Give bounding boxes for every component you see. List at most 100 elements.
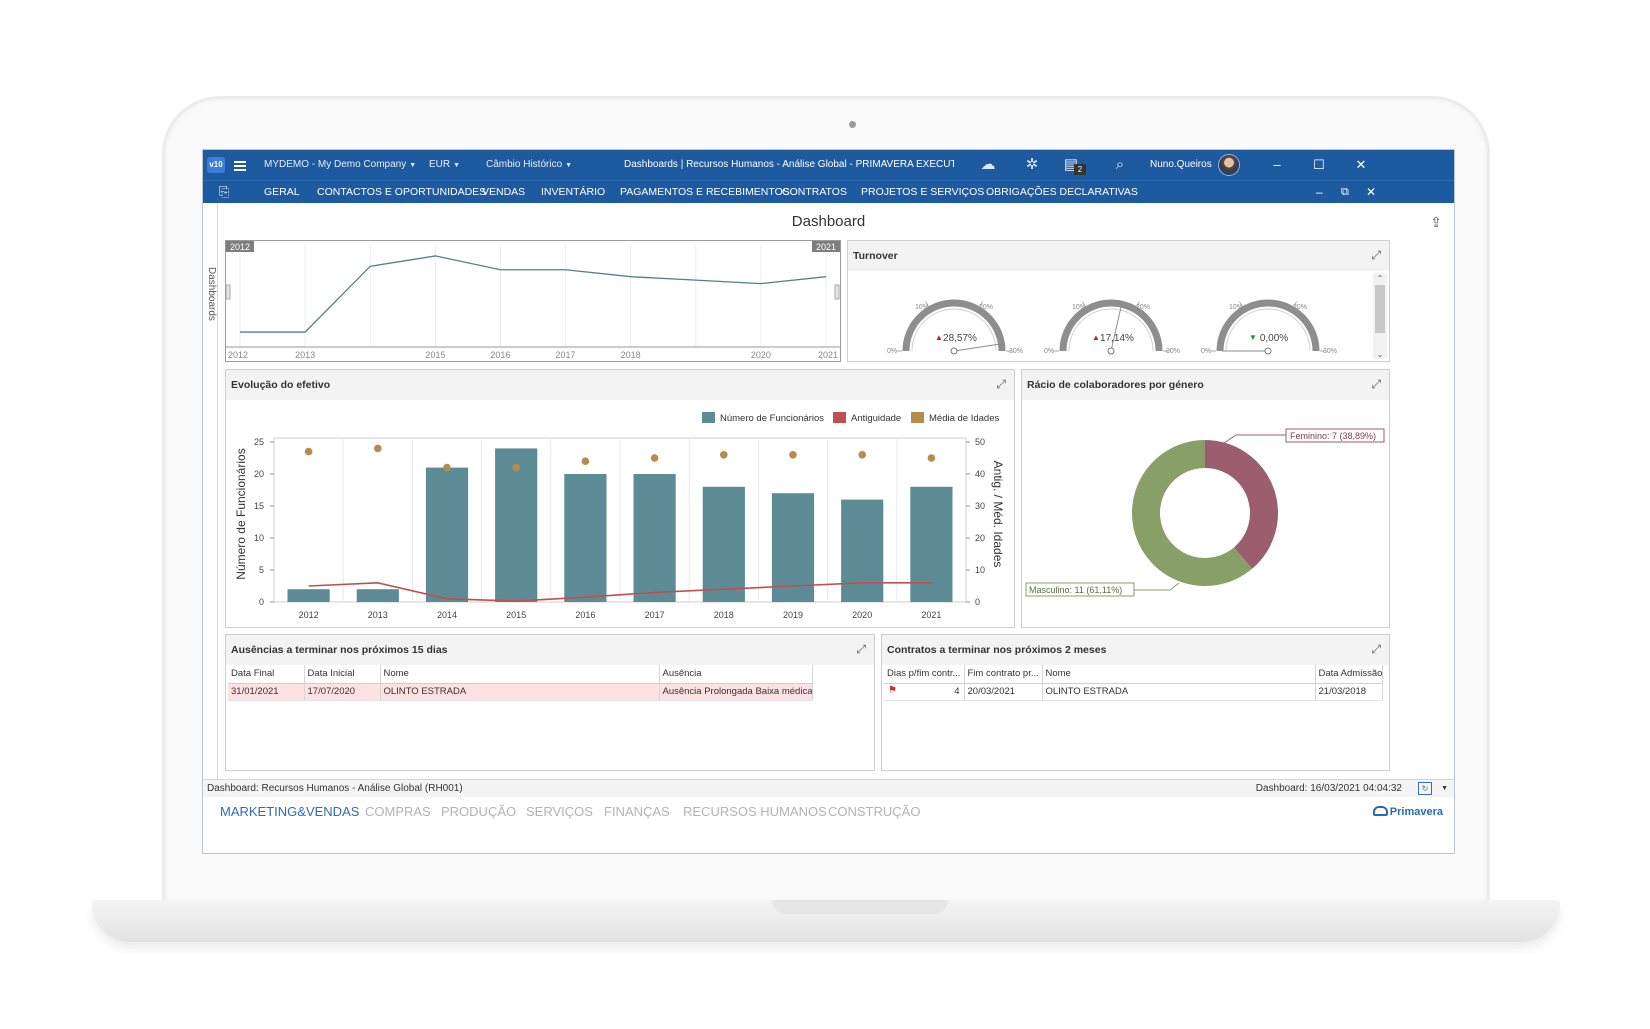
app-logo-icon[interactable]: v10 xyxy=(207,157,225,173)
search-icon[interactable]: ⌕ xyxy=(1115,156,1125,173)
module-recursos-humanos[interactable]: RECURSOS HUMANOS xyxy=(683,804,827,819)
status-right: Dashboard: 16/03/2021 04:04:32 xyxy=(1255,783,1402,794)
gauge-pivot xyxy=(1264,347,1272,355)
title-bar: v10 MYDEMO - My Demo Company ▼ EUR ▼ Câmbi… xyxy=(203,150,1454,180)
maximize-icon[interactable]: ☐ xyxy=(1313,157,1325,172)
trend-down-icon: ▼ xyxy=(1249,333,1257,342)
close-icon[interactable]: ✕ xyxy=(1366,185,1377,199)
table-row[interactable]: 31/01/2021 17/07/2020 OLINTO ESTRADA Aus… xyxy=(228,683,814,701)
menu-item-projetos[interactable]: PROJETOS E SERVIÇOS xyxy=(861,186,985,198)
gauge-tick-label: 10% xyxy=(1229,304,1243,311)
bar xyxy=(633,474,676,602)
module-compras[interactable]: COMPRAS xyxy=(365,804,431,819)
expand-icon[interactable]: ⤢ xyxy=(1371,377,1381,391)
y2-tick-label: 20 xyxy=(975,533,985,543)
expand-icon[interactable]: ⤢ xyxy=(1371,248,1381,262)
chevron-down-icon[interactable]: ▼ xyxy=(1441,785,1448,792)
brand-name: Primavera xyxy=(1389,806,1443,818)
minimize-icon[interactable]: – xyxy=(1316,185,1323,199)
expand-icon[interactable]: ⤢ xyxy=(1371,642,1381,656)
network-icon[interactable]: ✲ xyxy=(1025,156,1039,173)
tick-label: 2018 xyxy=(621,350,641,360)
dashboards-side-tab[interactable]: Dashboards xyxy=(206,267,217,321)
menu-item-vendas[interactable]: VENDAS xyxy=(482,186,526,198)
gauge-tick xyxy=(925,301,929,307)
bar xyxy=(564,474,607,602)
table-cell: 20/03/2021 xyxy=(964,683,1043,701)
gauge-inner-arc xyxy=(911,308,997,352)
column-header[interactable]: Data Final xyxy=(228,665,305,684)
tick-label: 2017 xyxy=(556,350,576,360)
antiguidade-line xyxy=(308,581,932,602)
module-producao[interactable]: PRODUÇÃO xyxy=(441,804,517,819)
column-header[interactable]: Dias p/fim contr... xyxy=(884,665,965,684)
company-selector[interactable]: MYDEMO - My Demo Company ▼ xyxy=(264,150,416,180)
scrollbar-thumb xyxy=(1375,285,1385,333)
column-header[interactable]: Data Inicial xyxy=(304,665,381,684)
range-start-badge xyxy=(226,241,254,252)
x-tick-label: 2017 xyxy=(645,610,665,620)
module-marketing-vendas[interactable]: MARKETING&VENDAS xyxy=(220,804,360,819)
table-row[interactable]: ⚑ 4 20/03/2021 OLINTO ESTRADA 21/03/2018 xyxy=(884,683,1384,701)
range-selector[interactable]: 2012 2013 2015 2016 2017 2018 2020 2021 2012 2021 xyxy=(225,240,841,362)
range-end-badge xyxy=(812,241,840,252)
flag-icon: ⚑ xyxy=(888,684,897,696)
close-icon[interactable]: ✕ xyxy=(1355,157,1367,172)
gauge-inner-arc xyxy=(1068,308,1154,352)
avatar[interactable] xyxy=(1218,154,1240,176)
gauge-tick xyxy=(979,301,983,307)
column-header[interactable]: Fim contrato pr... xyxy=(964,665,1043,684)
menu-item-contactos[interactable]: CONTACTOS E OPORTUNIDADES xyxy=(317,186,487,198)
y-axis-label: Número de Funcionários xyxy=(234,448,248,579)
restore-icon[interactable]: ⧉ xyxy=(1341,186,1349,198)
legend-label: Antiguidade xyxy=(851,413,901,424)
idades-point xyxy=(789,451,797,459)
user-name[interactable]: Nuno.Queiros xyxy=(1150,159,1212,170)
menu-item-inventario[interactable]: INVENTÁRIO xyxy=(541,186,606,198)
ausencias-panel: Ausências a terminar nos próximos 15 dia… xyxy=(225,634,875,771)
menu-item-geral[interactable]: GERAL xyxy=(264,186,300,198)
hamburger-menu-icon[interactable] xyxy=(234,150,250,180)
camera-icon xyxy=(849,121,856,128)
currency-selector[interactable]: EUR ▼ xyxy=(429,150,460,180)
currency-label: EUR xyxy=(429,159,451,170)
expand-icon[interactable]: ⤢ xyxy=(856,642,866,656)
minimize-icon[interactable]: – xyxy=(1273,157,1281,172)
range-handle-left xyxy=(225,284,231,300)
plot-area xyxy=(226,241,840,347)
gauge-needle xyxy=(1110,306,1122,352)
female-label: Feminino: 7 (38,89%) xyxy=(1290,431,1376,441)
menu-item-contratos[interactable]: CONTRATOS xyxy=(782,186,847,198)
laptop-notch xyxy=(772,900,948,914)
column-header[interactable]: Ausência xyxy=(659,665,814,684)
panel-title: Contratos a terminar nos próximos 2 mese… xyxy=(882,635,1389,665)
export-icon[interactable]: ⇪ xyxy=(1430,214,1442,230)
gauge-tick-label: 10% xyxy=(915,304,929,311)
module-servicos[interactable]: SERVIÇOS xyxy=(526,804,593,819)
column-header[interactable]: Nome xyxy=(1042,665,1316,684)
bar xyxy=(702,486,745,602)
x-tick-label: 2016 xyxy=(575,610,595,620)
turnover-panel: Turnover ⤢ 0% 10% 20% 30% ▲ 28,57% 0% 10% 20% 30%… xyxy=(847,240,1390,362)
cloud-icon[interactable]: ☁ xyxy=(980,156,996,173)
idades-point xyxy=(512,463,520,472)
bar xyxy=(495,448,538,602)
menu-item-pagamentos[interactable]: PAGAMENTOS E RECEBIMENTOS xyxy=(620,186,790,198)
document-icon[interactable]: ⎘ xyxy=(219,184,230,199)
module-construcao[interactable]: CONSTRUÇÃO xyxy=(828,804,921,819)
legend-swatch xyxy=(702,412,715,423)
column-header[interactable]: Data Admissão xyxy=(1315,665,1384,684)
gauge-tick-label: 20% xyxy=(1136,304,1150,311)
menu-item-obrigacoes[interactable]: OBRIGAÇÕES DECLARATIVAS xyxy=(986,186,1138,198)
messages-icon[interactable]: ▤ 2 xyxy=(1059,150,1086,180)
refresh-icon[interactable]: ↻ xyxy=(1418,782,1432,795)
expand-icon[interactable]: ⤢ xyxy=(996,377,1006,391)
male-label: Masculino: 11 (61,11%) xyxy=(1029,585,1122,595)
days-value: 4 xyxy=(954,686,960,697)
y2-tick-label: 10 xyxy=(975,565,985,575)
exchange-selector[interactable]: Câmbio Histórico ▼ xyxy=(486,150,572,180)
idades-point xyxy=(581,457,590,465)
column-header[interactable]: Nome xyxy=(380,665,660,684)
module-financas[interactable]: FINANÇAS xyxy=(604,804,670,819)
legend-swatch xyxy=(833,412,846,423)
